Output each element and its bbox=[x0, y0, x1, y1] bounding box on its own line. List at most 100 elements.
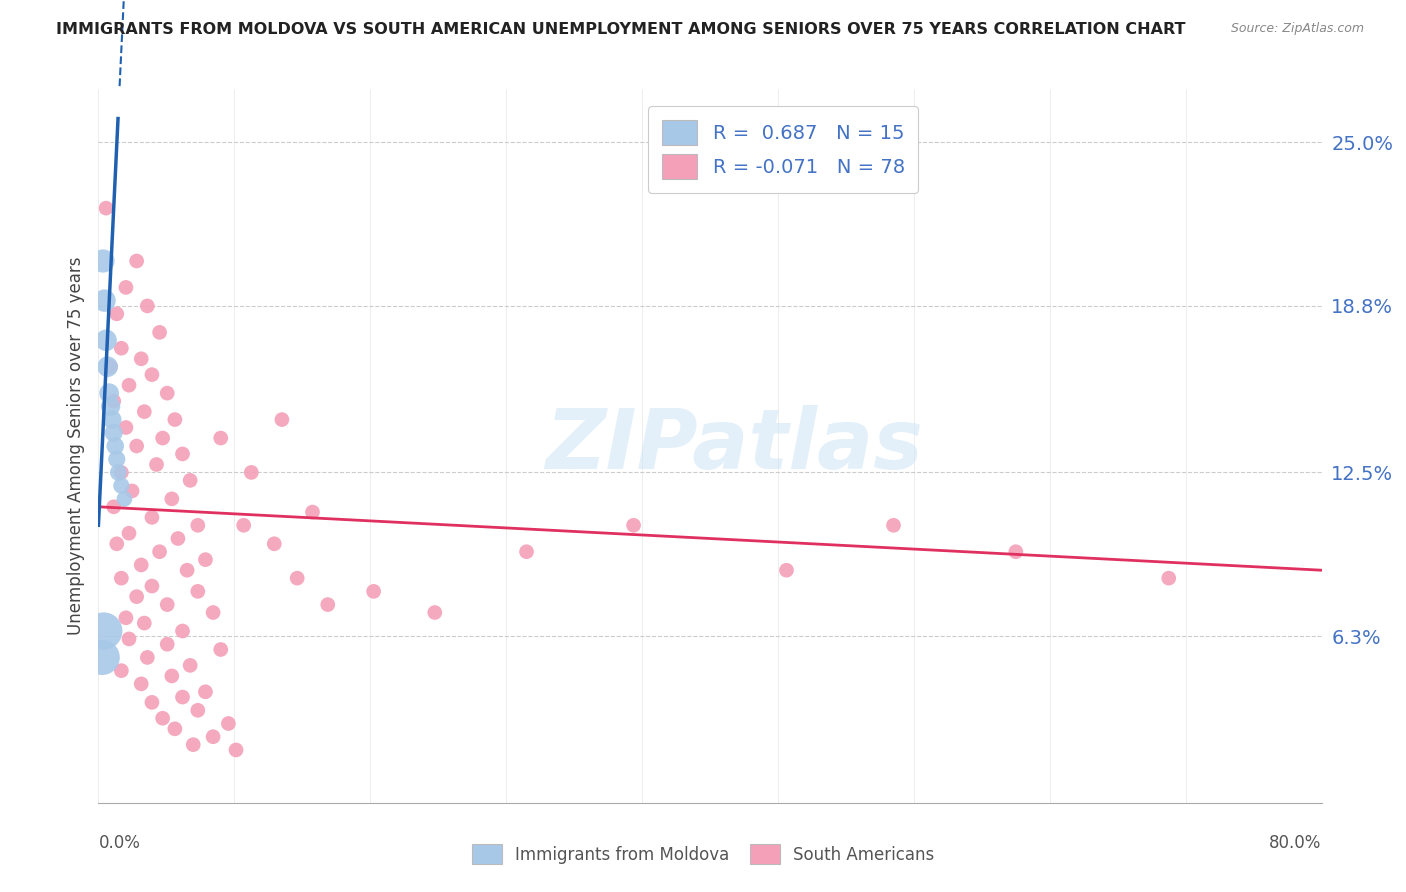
Legend: R =  0.687   N = 15, R = -0.071   N = 78: R = 0.687 N = 15, R = -0.071 N = 78 bbox=[648, 106, 918, 193]
Point bbox=[105, 537, 128, 551]
Point bbox=[110, 664, 132, 678]
Point bbox=[181, 738, 204, 752]
Point bbox=[316, 598, 339, 612]
Point bbox=[623, 518, 645, 533]
Point bbox=[163, 722, 186, 736]
Point bbox=[194, 552, 217, 566]
Point bbox=[125, 254, 148, 268]
Point bbox=[112, 491, 135, 506]
Point bbox=[156, 637, 179, 651]
Point bbox=[152, 711, 174, 725]
Point bbox=[94, 333, 117, 347]
Text: 80.0%: 80.0% bbox=[1270, 834, 1322, 852]
Point bbox=[423, 606, 446, 620]
Point bbox=[172, 690, 194, 704]
Point bbox=[363, 584, 385, 599]
Point bbox=[110, 478, 132, 492]
Text: ZIPatlas: ZIPatlas bbox=[546, 406, 924, 486]
Text: IMMIGRANTS FROM MOLDOVA VS SOUTH AMERICAN UNEMPLOYMENT AMONG SENIORS OVER 75 YEA: IMMIGRANTS FROM MOLDOVA VS SOUTH AMERICA… bbox=[56, 22, 1185, 37]
Point bbox=[240, 466, 263, 480]
Point bbox=[179, 658, 201, 673]
Point bbox=[152, 431, 174, 445]
Point bbox=[93, 293, 115, 308]
Y-axis label: Unemployment Among Seniors over 75 years: Unemployment Among Seniors over 75 years bbox=[66, 257, 84, 635]
Point bbox=[156, 598, 179, 612]
Point bbox=[160, 491, 183, 506]
Point bbox=[129, 677, 152, 691]
Point bbox=[263, 537, 285, 551]
Point bbox=[163, 412, 186, 426]
Point bbox=[167, 532, 190, 546]
Point bbox=[134, 404, 156, 418]
Point bbox=[100, 359, 122, 374]
Point bbox=[232, 518, 254, 533]
Point bbox=[149, 326, 172, 340]
Point bbox=[160, 669, 183, 683]
Point bbox=[103, 425, 125, 440]
Point bbox=[103, 394, 125, 409]
Point bbox=[141, 695, 163, 709]
Point bbox=[187, 584, 209, 599]
Point bbox=[301, 505, 323, 519]
Point bbox=[129, 351, 152, 366]
Point bbox=[172, 624, 194, 638]
Point bbox=[121, 483, 143, 498]
Legend: Immigrants from Moldova, South Americans: Immigrants from Moldova, South Americans bbox=[465, 838, 941, 871]
Point bbox=[149, 545, 172, 559]
Point bbox=[179, 474, 201, 488]
Point bbox=[118, 632, 141, 646]
Point bbox=[93, 624, 115, 638]
Point bbox=[97, 359, 120, 374]
Point bbox=[105, 307, 128, 321]
Point bbox=[110, 571, 132, 585]
Point bbox=[883, 518, 905, 533]
Point bbox=[209, 431, 232, 445]
Text: Source: ZipAtlas.com: Source: ZipAtlas.com bbox=[1230, 22, 1364, 36]
Point bbox=[105, 452, 128, 467]
Text: 0.0%: 0.0% bbox=[98, 834, 141, 852]
Point bbox=[136, 299, 159, 313]
Point bbox=[136, 650, 159, 665]
Point bbox=[115, 611, 138, 625]
Point bbox=[202, 606, 225, 620]
Point bbox=[94, 201, 117, 215]
Point bbox=[115, 420, 138, 434]
Point bbox=[187, 703, 209, 717]
Point bbox=[110, 466, 132, 480]
Point bbox=[1157, 571, 1180, 585]
Point bbox=[129, 558, 152, 572]
Point bbox=[217, 716, 239, 731]
Point bbox=[141, 368, 163, 382]
Point bbox=[187, 518, 209, 533]
Point bbox=[101, 412, 124, 426]
Point bbox=[91, 650, 114, 665]
Point bbox=[225, 743, 247, 757]
Point bbox=[118, 526, 141, 541]
Point bbox=[107, 466, 129, 480]
Point bbox=[141, 579, 163, 593]
Point bbox=[103, 500, 125, 514]
Point bbox=[156, 386, 179, 401]
Point bbox=[172, 447, 194, 461]
Point bbox=[100, 400, 122, 414]
Point bbox=[115, 280, 138, 294]
Point bbox=[176, 563, 198, 577]
Point bbox=[145, 458, 167, 472]
Point bbox=[141, 510, 163, 524]
Point bbox=[91, 254, 114, 268]
Point bbox=[209, 642, 232, 657]
Point bbox=[118, 378, 141, 392]
Point bbox=[516, 545, 538, 559]
Point bbox=[110, 341, 132, 355]
Point bbox=[1004, 545, 1026, 559]
Point bbox=[194, 685, 217, 699]
Point bbox=[125, 590, 148, 604]
Point bbox=[134, 616, 156, 631]
Point bbox=[98, 386, 121, 401]
Point bbox=[775, 563, 797, 577]
Point bbox=[270, 412, 294, 426]
Point bbox=[202, 730, 225, 744]
Point bbox=[125, 439, 148, 453]
Point bbox=[285, 571, 308, 585]
Point bbox=[104, 439, 127, 453]
